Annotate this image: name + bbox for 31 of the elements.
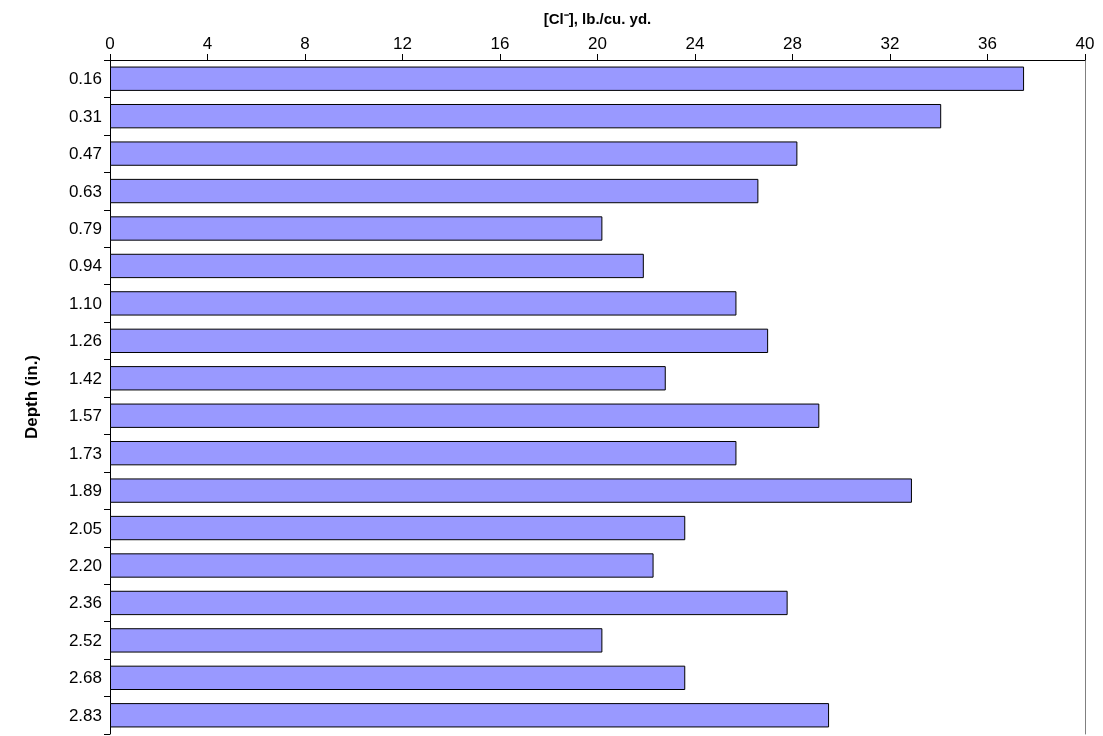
y-tick-label: 0.16	[68, 69, 102, 89]
y-tick-label: 2.20	[68, 556, 102, 575]
y-tick-label: 1.73	[68, 443, 102, 463]
x-tick-label: 32	[880, 34, 900, 53]
x-tick-label: 4	[202, 34, 213, 53]
x-axis-title: [Cl⁻], lb./cu. yd.	[543, 10, 652, 27]
y-tick-label: 1.89	[68, 481, 102, 501]
y-tick-label: 0.47	[68, 144, 102, 164]
y-axis-title: Depth (in.)	[22, 354, 41, 440]
x-tick-label: 28	[783, 34, 802, 53]
x-tick-label: 16	[490, 34, 510, 53]
y-tick-label: 0.31	[68, 106, 102, 126]
y-tick-label: 1.42	[68, 368, 102, 388]
y-tick-label: 2.68	[68, 668, 102, 688]
y-tick-label: 2.36	[68, 593, 102, 613]
y-tick-label: 2.05	[68, 518, 102, 538]
y-tick-label: 0.63	[68, 181, 102, 201]
x-tick-label: 12	[393, 34, 412, 53]
y-tick-label: 1.26	[68, 331, 102, 351]
x-tick-label: 0	[105, 34, 115, 53]
x-tick-label: 8	[300, 34, 310, 53]
y-tick-label: 0.94	[68, 256, 102, 276]
y-tick-label: 2.83	[68, 705, 102, 725]
x-tick-label: 20	[588, 34, 607, 53]
y-tick-label: 1.10	[68, 293, 102, 313]
y-tick-label: 1.57	[68, 406, 102, 426]
x-tick-label: 36	[978, 34, 997, 53]
y-tick-label: 0.79	[68, 219, 102, 238]
x-tick-label: 24	[685, 34, 705, 53]
x-tick-label: 40	[1075, 34, 1095, 53]
y-tick-label: 2.52	[68, 630, 102, 650]
